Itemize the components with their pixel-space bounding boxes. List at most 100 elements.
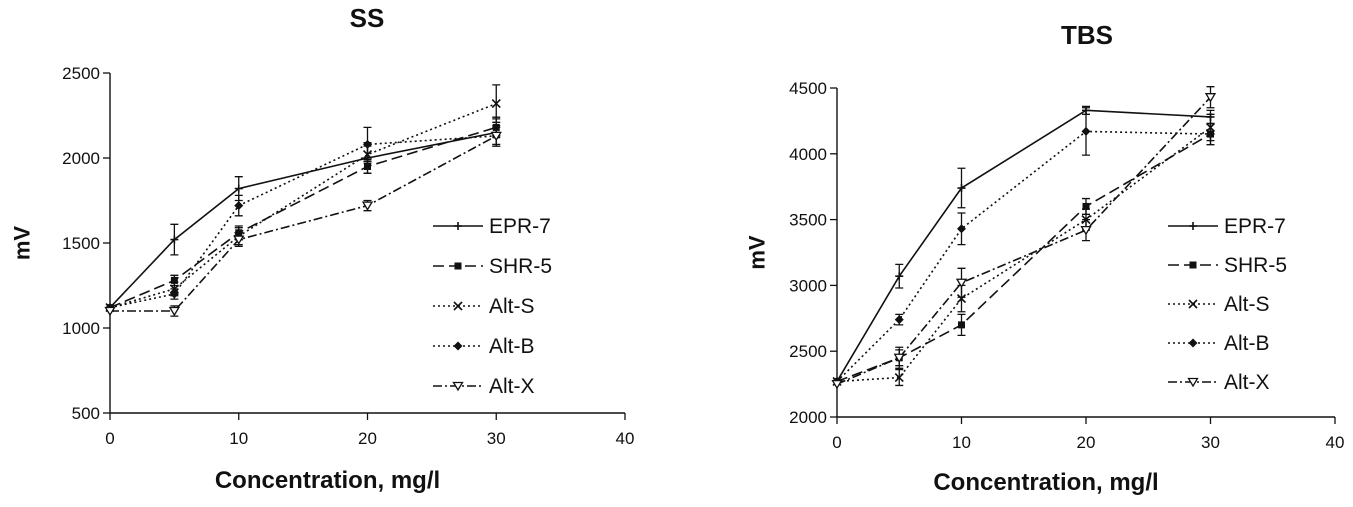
data-point bbox=[894, 315, 904, 325]
legend-marker bbox=[1189, 261, 1197, 269]
legend-item-alt-s: Alt-S bbox=[433, 295, 535, 318]
legend-marker bbox=[1189, 222, 1197, 230]
series-line bbox=[109, 135, 497, 309]
data-point bbox=[234, 184, 243, 193]
legend-marker bbox=[1188, 338, 1198, 348]
data-point bbox=[104, 306, 116, 317]
legend-label: EPR-7 bbox=[489, 215, 551, 238]
legend-item-alt-x: Alt-X bbox=[433, 375, 535, 398]
y-tick-label: 4000 bbox=[789, 145, 827, 164]
y-axis-label: mV bbox=[10, 226, 35, 261]
legend-marker bbox=[452, 381, 464, 392]
y-tick-label: 1500 bbox=[62, 234, 100, 253]
series-alt-s bbox=[105, 84, 501, 313]
y-tick-label: 2500 bbox=[789, 342, 827, 361]
x-tick-label: 10 bbox=[229, 429, 248, 448]
data-point bbox=[1080, 225, 1092, 236]
data-point bbox=[1082, 202, 1090, 210]
data-point bbox=[169, 289, 179, 299]
data-point bbox=[1206, 129, 1215, 139]
legend-item-alt-s: Alt-S bbox=[1168, 293, 1270, 316]
x-tick-label: 30 bbox=[487, 429, 506, 448]
x-tick-label: 30 bbox=[1201, 433, 1220, 452]
series-line bbox=[109, 131, 497, 309]
data-point bbox=[957, 224, 966, 234]
data-point bbox=[491, 99, 501, 109]
y-tick-label: 4500 bbox=[789, 79, 827, 98]
legend-item-epr-7: EPR-7 bbox=[1168, 215, 1286, 238]
x-tick-label: 0 bbox=[105, 429, 114, 448]
chart-title: TBS bbox=[1061, 20, 1113, 50]
series-epr-7 bbox=[833, 105, 1215, 386]
legend-marker bbox=[1188, 299, 1198, 309]
data-point bbox=[895, 272, 904, 281]
data-point bbox=[234, 201, 244, 211]
y-tick-label: 2000 bbox=[62, 149, 100, 168]
data-point bbox=[957, 184, 966, 193]
legend-label: SHR-5 bbox=[1224, 254, 1287, 277]
x-axis-label: Concentration, mg/l bbox=[933, 469, 1158, 496]
y-tick-label: 500 bbox=[72, 404, 100, 423]
data-point bbox=[233, 235, 245, 245]
data-point bbox=[894, 372, 904, 383]
legend-marker bbox=[453, 341, 463, 351]
y-tick-label: 2000 bbox=[789, 408, 827, 427]
data-point bbox=[1081, 126, 1091, 136]
data-point bbox=[831, 379, 843, 390]
data-point bbox=[364, 163, 371, 170]
legend-label: Alt-X bbox=[489, 375, 535, 398]
legend-label: SHR-5 bbox=[489, 255, 552, 278]
y-axis-label: mV bbox=[745, 235, 770, 270]
legend-label: EPR-7 bbox=[1224, 215, 1286, 238]
series-shr-5 bbox=[833, 122, 1215, 385]
legend-marker bbox=[453, 301, 463, 311]
legend-marker bbox=[1187, 377, 1199, 388]
y-tick-label: 1000 bbox=[62, 319, 100, 338]
legend-label: Alt-S bbox=[1224, 293, 1270, 316]
x-tick-label: 40 bbox=[616, 429, 635, 448]
data-point bbox=[361, 201, 374, 211]
data-point bbox=[956, 293, 967, 304]
series-alt-x bbox=[831, 86, 1217, 390]
series-alt-b bbox=[105, 125, 501, 313]
x-tick-label: 40 bbox=[1326, 433, 1345, 452]
data-point bbox=[168, 306, 181, 317]
legend-label: Alt-B bbox=[1224, 332, 1270, 355]
data-point bbox=[363, 139, 372, 149]
x-tick-label: 20 bbox=[1077, 433, 1096, 452]
series-epr-7 bbox=[106, 118, 501, 312]
y-tick-label: 3500 bbox=[789, 211, 827, 230]
legend-label: Alt-X bbox=[1224, 371, 1270, 394]
legend-label: Alt-S bbox=[489, 295, 535, 318]
y-tick-label: 3000 bbox=[789, 276, 827, 295]
legend-label: Alt-B bbox=[489, 335, 535, 358]
x-tick-label: 20 bbox=[358, 429, 377, 448]
series-alt-x bbox=[104, 126, 502, 317]
series-line bbox=[109, 102, 497, 309]
series-line bbox=[110, 135, 497, 312]
chart-title: SS bbox=[350, 3, 385, 33]
legend-marker bbox=[454, 222, 462, 230]
series-alt-b bbox=[832, 107, 1215, 386]
legend-marker bbox=[454, 262, 462, 270]
x-tick-label: 0 bbox=[832, 433, 841, 452]
legend-item-shr-5: SHR-5 bbox=[433, 255, 552, 278]
x-tick-label: 10 bbox=[952, 433, 971, 452]
chart-panel-tbs: TBS Concentration, mg/l mV 2000 2500 3000 3500… bbox=[745, 20, 1345, 496]
legend-item-alt-x: Alt-X bbox=[1168, 371, 1270, 394]
data-point bbox=[170, 276, 178, 284]
legend-item-shr-5: SHR-5 bbox=[1168, 254, 1287, 277]
data-point bbox=[490, 131, 502, 142]
data-point bbox=[958, 321, 965, 329]
series-line bbox=[836, 133, 1211, 383]
x-axis-label: Concentration, mg/l bbox=[215, 467, 440, 494]
legend-item-alt-b: Alt-B bbox=[1168, 332, 1270, 355]
data-point bbox=[1204, 93, 1217, 103]
series-line bbox=[836, 109, 1211, 382]
series-line bbox=[836, 96, 1212, 385]
data-point bbox=[955, 278, 968, 289]
series-line bbox=[836, 126, 1211, 383]
legend-item-alt-b: Alt-B bbox=[433, 335, 535, 358]
